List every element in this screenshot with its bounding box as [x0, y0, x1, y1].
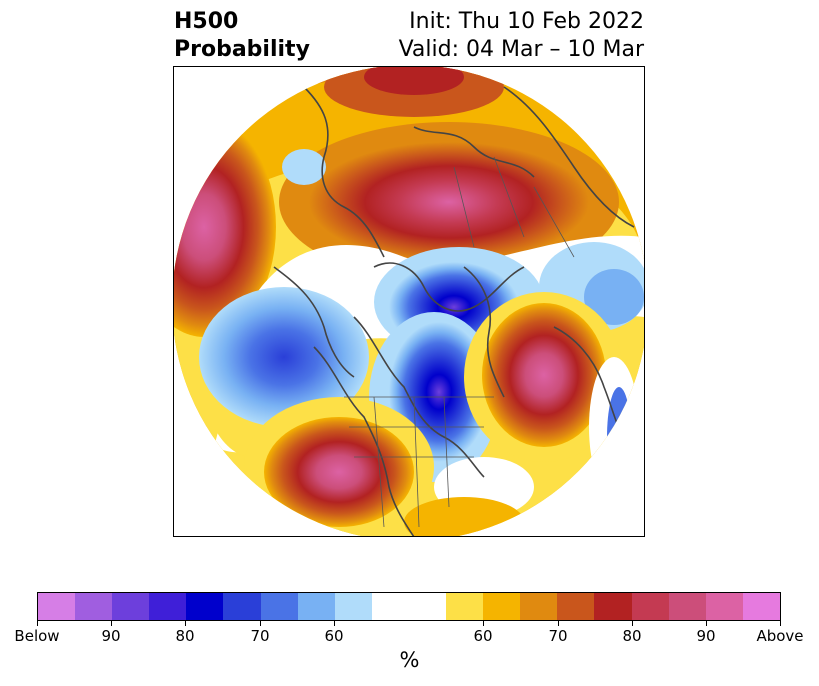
- colorbar-label: 90: [101, 627, 121, 645]
- colorbar-tick: [37, 621, 38, 626]
- title-variable: H500: [174, 9, 239, 34]
- colorbar-swatch: [594, 593, 632, 620]
- probability-map: [174, 67, 644, 536]
- colorbar: [37, 592, 781, 621]
- colorbar-label: 60: [324, 627, 344, 645]
- coastlines: [273, 86, 635, 536]
- colorbar-tick: [111, 621, 112, 626]
- colorbar-swatch: [483, 593, 521, 620]
- colorbar-label: 60: [473, 627, 493, 645]
- colorbar-tick: [632, 621, 633, 626]
- colorbar-swatch: [112, 593, 150, 620]
- colorbar-unit: %: [399, 648, 420, 672]
- colorbar-swatch: [260, 593, 298, 620]
- colorbar-tick: [558, 621, 559, 626]
- colorbar-label: 80: [622, 627, 642, 645]
- colorbar-swatch: [297, 593, 335, 620]
- colorbar-swatch: [705, 593, 743, 620]
- eurasia-warm-anomaly: [309, 142, 589, 262]
- colorbar-swatch: [668, 593, 706, 620]
- atlantic-warm-anomaly: [482, 303, 606, 447]
- colorbar-swatch: [742, 593, 780, 620]
- colorbar-tick: [706, 621, 707, 626]
- colorbar-label: 70: [250, 627, 270, 645]
- colorbar-label: Above: [756, 627, 804, 645]
- colorbar-swatch: [75, 593, 113, 620]
- colorbar-tick: [260, 621, 261, 626]
- colorbar-swatch: [520, 593, 558, 620]
- valid-range: Valid: 04 Mar – 10 Mar: [398, 37, 644, 62]
- colorbar-label: 90: [696, 627, 716, 645]
- colorbar-tick: [185, 621, 186, 626]
- colorbar-tick: [483, 621, 484, 626]
- colorbar-label: 80: [175, 627, 195, 645]
- colorbar-swatch: [371, 593, 409, 620]
- colorbar-label: 70: [548, 627, 568, 645]
- colorbar-swatch: [223, 593, 261, 620]
- colorbar-swatch: [557, 593, 595, 620]
- colorbar-swatch: [186, 593, 224, 620]
- colorbar-tick: [334, 621, 335, 626]
- colorbar-swatch: [446, 593, 484, 620]
- colorbar-ticks: [0, 621, 819, 627]
- colorbar-swatch: [149, 593, 187, 620]
- aleutian-cold-anomaly: [199, 287, 369, 427]
- map-panel: [173, 66, 645, 537]
- title-right: Init: Thu 10 Feb 2022 Valid: 04 Mar – 10…: [399, 8, 644, 64]
- globe-disc: [174, 67, 644, 536]
- colorbar-swatch: [334, 593, 372, 620]
- borders: [344, 156, 575, 528]
- western-us-warm-anomaly: [264, 417, 414, 527]
- title-product: Probability: [174, 37, 310, 62]
- colorbar-swatch: [408, 593, 447, 620]
- colorbar-labels: Below 90 80 70 60 60 70 80 90 Above: [0, 627, 819, 647]
- init-date: Init: Thu 10 Feb 2022: [409, 9, 644, 34]
- colorbar-swatch: [38, 593, 76, 620]
- colorbar-label: Below: [14, 627, 60, 645]
- pacific-warm-anomaly: [174, 117, 276, 337]
- title-left: H500 Probability: [174, 8, 310, 64]
- colorbar-swatch: [631, 593, 669, 620]
- colorbar-tick: [780, 621, 781, 626]
